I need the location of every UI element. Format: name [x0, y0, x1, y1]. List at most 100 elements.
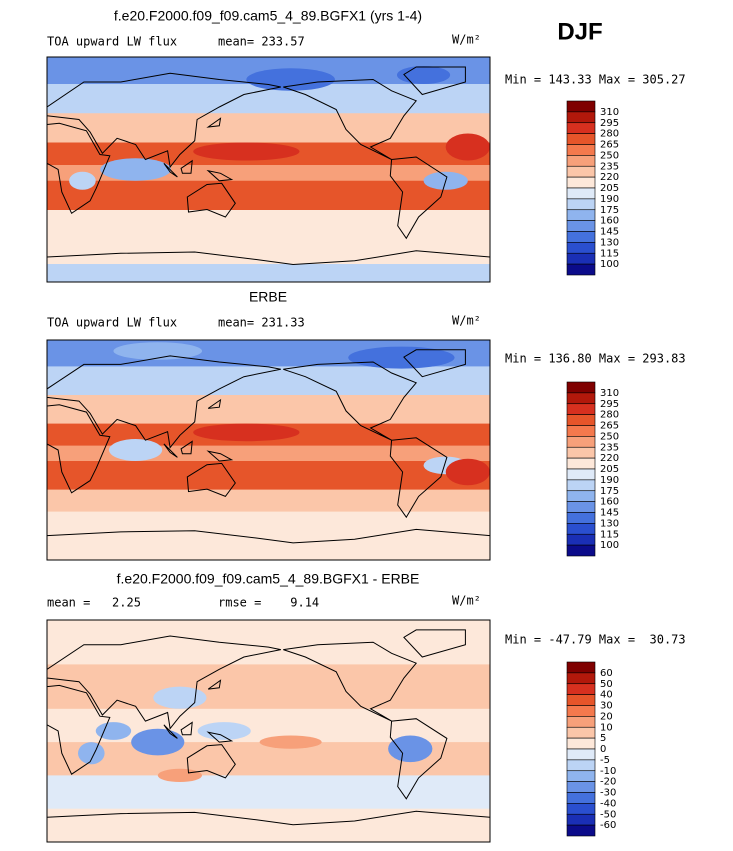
field-band — [47, 808, 490, 842]
field-blob — [388, 735, 433, 763]
colorbar-label: 280 — [600, 410, 619, 421]
stat-label: rmse = 9.14 — [218, 596, 319, 610]
coastline — [47, 528, 490, 560]
colorbar-swatch — [566, 457, 596, 470]
colorbar-swatch — [566, 187, 596, 200]
colorbar-label: 145 — [600, 508, 619, 519]
colorbar-label: 265 — [600, 140, 619, 151]
field-blob — [193, 142, 300, 161]
field-blob — [246, 68, 335, 91]
colorbar-swatch — [566, 813, 596, 826]
coastline — [206, 450, 234, 462]
colorbar-swatch — [566, 661, 596, 674]
colorbar-swatch — [566, 392, 596, 405]
colorbar-swatch — [566, 446, 596, 459]
field-blob — [193, 423, 300, 442]
stat-label: mean= 231.33 — [218, 316, 305, 330]
colorbar-label: 115 — [600, 248, 619, 259]
colorbar-swatch — [566, 155, 596, 167]
colorbar-label: 220 — [600, 453, 619, 464]
field-band — [47, 461, 490, 491]
colorbar-label: 190 — [600, 194, 619, 205]
field-blob — [109, 439, 163, 461]
coastline — [403, 66, 466, 96]
colorbar-swatch — [566, 133, 596, 145]
field-band — [47, 395, 490, 425]
field-band — [47, 264, 490, 282]
coastline — [186, 462, 236, 498]
field-band — [47, 113, 490, 143]
colorbar-label: 235 — [600, 161, 619, 172]
field-band — [47, 542, 490, 560]
colorbar-swatch — [566, 759, 596, 772]
colorbar-label: 310 — [600, 388, 619, 399]
colorbar-swatch — [566, 683, 596, 695]
field-band — [47, 489, 490, 513]
colorbar-swatch — [566, 490, 596, 502]
colorbar-swatch — [566, 100, 596, 113]
colorbar-label: 205 — [600, 183, 619, 194]
field-blob — [445, 458, 490, 486]
colorbar-swatch — [566, 252, 596, 265]
range-label: Min = -47.79 Max = 30.73 — [505, 633, 686, 647]
colorbar-swatch — [566, 231, 596, 243]
colorbar-swatch — [566, 479, 596, 492]
colorbar-swatch — [566, 242, 596, 254]
map — [47, 620, 490, 842]
colorbar-swatch — [566, 209, 596, 221]
stat-label: mean= 233.57 — [218, 35, 305, 49]
colorbar-swatch — [566, 694, 596, 706]
field-blob — [78, 742, 105, 765]
colorbar-label: 280 — [600, 129, 619, 140]
colorbar-label: 175 — [600, 486, 619, 497]
coastline — [283, 78, 418, 160]
left-label: TOA upward LW flux — [47, 35, 177, 49]
colorbar-swatch — [566, 220, 596, 232]
coastline — [207, 398, 222, 409]
colorbar-swatch — [566, 198, 596, 211]
field-blob — [69, 171, 96, 190]
coastline — [47, 250, 490, 282]
field-band — [47, 664, 490, 710]
colorbar-swatch — [566, 122, 596, 134]
colorbar-swatch — [566, 468, 596, 481]
units: W/m² — [452, 594, 481, 608]
colorbar-label: 30 — [600, 701, 613, 712]
colorbar-swatch — [566, 770, 596, 782]
coastline — [389, 437, 448, 519]
coastline — [47, 355, 281, 449]
colorbar-swatch — [566, 144, 596, 156]
colorbar-swatch — [566, 716, 596, 728]
map-frame — [46, 619, 491, 843]
left-label: mean = 2.25 — [47, 596, 141, 610]
field-band — [47, 620, 490, 665]
coastline — [283, 361, 418, 441]
colorbar-label: 190 — [600, 475, 619, 486]
colorbar-label: 60 — [600, 668, 613, 679]
colorbar-label: 250 — [600, 150, 619, 161]
left-label: TOA upward LW flux — [47, 316, 177, 330]
panel-title: f.e20.F2000.f09_f09.cam5_4_89.BGFX1 - ER… — [117, 571, 420, 587]
colorbar-swatch — [566, 533, 596, 546]
field-band — [47, 232, 490, 265]
colorbar-label: 235 — [600, 442, 619, 453]
coastline — [163, 162, 178, 178]
units: W/m² — [452, 314, 481, 328]
coastline — [186, 182, 236, 218]
colorbar-swatch — [566, 381, 596, 394]
colorbar-label: -30 — [600, 788, 616, 799]
colorbar-label: -5 — [600, 755, 610, 766]
colorbar-swatch — [566, 792, 596, 804]
colorbar-label: 0 — [600, 744, 606, 755]
coastline — [207, 679, 222, 690]
coastline — [47, 810, 490, 842]
colorbar-label: -50 — [600, 809, 616, 820]
coastline — [47, 635, 281, 730]
field-blob — [153, 686, 207, 709]
coastline — [403, 349, 466, 378]
colorbar-label: -10 — [600, 766, 616, 777]
coastline — [180, 159, 193, 174]
coastline — [206, 117, 222, 128]
colorbar-label: 160 — [600, 216, 619, 227]
